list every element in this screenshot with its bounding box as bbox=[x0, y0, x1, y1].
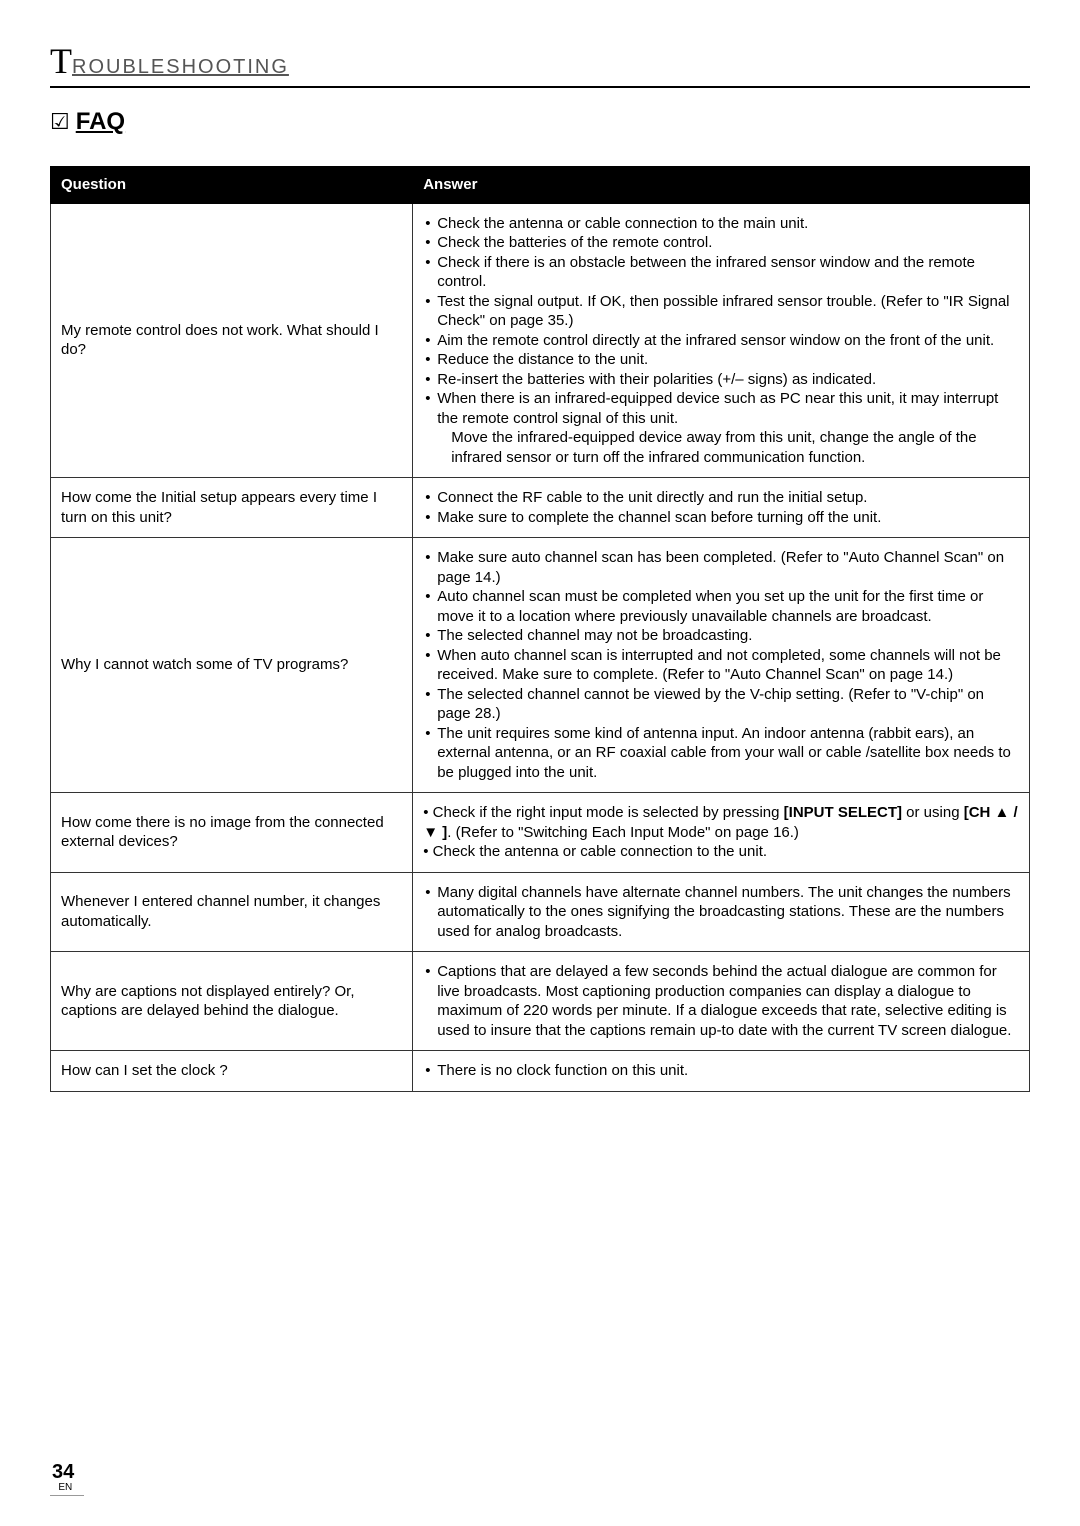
col-header-answer: Answer bbox=[413, 167, 1030, 204]
page-number: 34 bbox=[52, 1461, 74, 1483]
answer-item: When there is an infrared-equipped devic… bbox=[423, 389, 1019, 467]
answer-item: The selected channel may not be broadcas… bbox=[423, 626, 1019, 646]
answer-item: Many digital channels have alternate cha… bbox=[423, 883, 1019, 942]
answer-item: Make sure to complete the channel scan b… bbox=[423, 508, 1019, 528]
question-cell: Whenever I entered channel number, it ch… bbox=[51, 872, 413, 952]
answer-item: There is no clock function on this unit. bbox=[423, 1061, 1019, 1081]
answer-cell: Check the antenna or cable connection to… bbox=[413, 203, 1030, 478]
answer-cell: Many digital channels have alternate cha… bbox=[413, 872, 1030, 952]
question-cell: My remote control does not work. What sh… bbox=[51, 203, 413, 478]
question-cell: How come there is no image from the conn… bbox=[51, 793, 413, 873]
table-row: Why I cannot watch some of TV programs? M… bbox=[51, 538, 1030, 793]
table-row: Why are captions not displayed entirely?… bbox=[51, 952, 1030, 1051]
answer-cell: • Check if the right input mode is selec… bbox=[413, 793, 1030, 873]
answer-cell: There is no clock function on this unit. bbox=[413, 1051, 1030, 1092]
answer-item: Re-insert the batteries with their polar… bbox=[423, 370, 1019, 390]
answer-item: Check the antenna or cable connection to… bbox=[423, 214, 1019, 234]
section-title: ROUBLESHOOTING bbox=[72, 56, 289, 79]
question-cell: Why are captions not displayed entirely?… bbox=[51, 952, 413, 1051]
faq-table: Question Answer My remote control does n… bbox=[50, 166, 1030, 1092]
answer-item: Auto channel scan must be completed when… bbox=[423, 587, 1019, 626]
page-lang: EN bbox=[52, 1482, 74, 1493]
table-row: How come there is no image from the conn… bbox=[51, 793, 1030, 873]
col-header-question: Question bbox=[51, 167, 413, 204]
answer-item: The selected channel cannot be viewed by… bbox=[423, 685, 1019, 724]
table-row: How can I set the clock ? There is no clo… bbox=[51, 1051, 1030, 1092]
answer-item: Check if there is an obstacle between th… bbox=[423, 253, 1019, 292]
answer-cell: Make sure auto channel scan has been com… bbox=[413, 538, 1030, 793]
table-row: My remote control does not work. What sh… bbox=[51, 203, 1030, 478]
answer-item: Test the signal output. If OK, then poss… bbox=[423, 292, 1019, 331]
answer-item: Connect the RF cable to the unit directl… bbox=[423, 488, 1019, 508]
section-header: T ROUBLESHOOTING bbox=[50, 40, 1030, 88]
answer-cell: Connect the RF cable to the unit directl… bbox=[413, 478, 1030, 538]
section-initial: T bbox=[50, 40, 72, 82]
table-row: Whenever I entered channel number, it ch… bbox=[51, 872, 1030, 952]
answer-item: Captions that are delayed a few seconds … bbox=[423, 962, 1019, 1040]
checkbox-icon: ☑ bbox=[50, 109, 70, 135]
question-cell: How can I set the clock ? bbox=[51, 1051, 413, 1092]
answer-item: Make sure auto channel scan has been com… bbox=[423, 548, 1019, 587]
faq-heading: ☑ FAQ bbox=[50, 108, 1030, 136]
page-footer: 34 EN bbox=[50, 1459, 84, 1496]
table-row: How come the Initial setup appears every… bbox=[51, 478, 1030, 538]
faq-label: FAQ bbox=[76, 108, 125, 136]
answer-item: The unit requires some kind of antenna i… bbox=[423, 724, 1019, 783]
answer-item: When auto channel scan is interrupted an… bbox=[423, 646, 1019, 685]
answer-item: Check the batteries of the remote contro… bbox=[423, 233, 1019, 253]
question-cell: How come the Initial setup appears every… bbox=[51, 478, 413, 538]
answer-item: Aim the remote control directly at the i… bbox=[423, 331, 1019, 351]
answer-cell: Captions that are delayed a few seconds … bbox=[413, 952, 1030, 1051]
question-cell: Why I cannot watch some of TV programs? bbox=[51, 538, 413, 793]
answer-item: Reduce the distance to the unit. bbox=[423, 350, 1019, 370]
